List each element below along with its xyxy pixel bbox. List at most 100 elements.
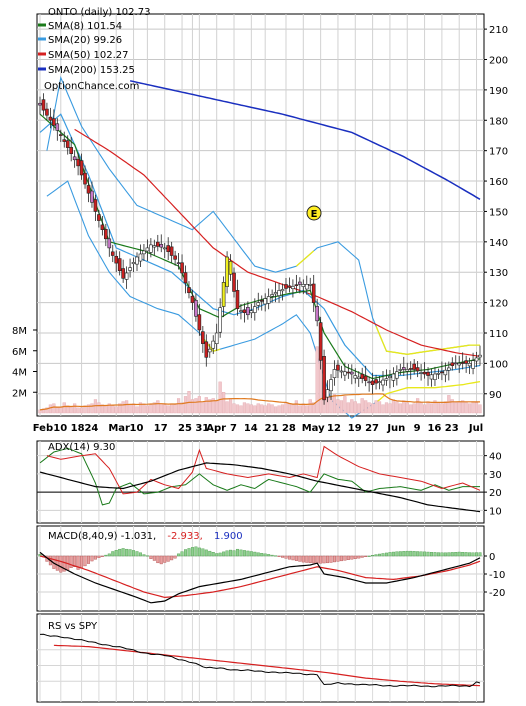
macd-histogram-bar: [229, 549, 233, 557]
candle-body: [180, 262, 184, 274]
candle-body: [135, 256, 139, 265]
macd-tick-label: 0: [489, 552, 495, 563]
candle-body: [169, 246, 174, 256]
macd-histogram-bar: [260, 553, 264, 557]
price-tick-label: 100: [489, 359, 508, 370]
volume-bar: [135, 406, 139, 414]
price-tick-label: 190: [489, 86, 508, 97]
price-panel: [36, 13, 485, 417]
candle-body: [460, 362, 465, 364]
candle-body: [353, 375, 358, 379]
candle-body: [277, 290, 281, 296]
candle-body: [228, 261, 233, 275]
macd-histogram-bar: [215, 553, 219, 557]
volume-bar: [218, 381, 222, 414]
volume-bar: [170, 403, 174, 414]
macd-histogram-bar: [263, 553, 267, 557]
volume-bar: [377, 401, 382, 414]
volume-bar: [353, 401, 357, 414]
candle-body: [187, 287, 191, 294]
x-axis-label: Apr: [206, 423, 226, 434]
candle-body: [79, 160, 84, 176]
x-axis-label: Jun: [386, 423, 405, 434]
x-axis-label: 17: [154, 423, 168, 434]
macd-histogram-bar: [357, 555, 361, 559]
bollinger-upper-squeeze-line-may: [295, 250, 315, 267]
candle-body: [173, 255, 177, 260]
macd-histogram-bar: [343, 555, 347, 561]
volume-bar: [409, 404, 413, 414]
volume-bar: [464, 402, 468, 414]
volume-bar: [454, 402, 458, 414]
rs-average-line: [53, 644, 481, 687]
candle-body: [214, 332, 219, 344]
candle-body: [69, 147, 73, 155]
volume-bar: [201, 401, 205, 414]
candle-body: [426, 371, 430, 376]
macd-histogram-bar: [391, 551, 395, 557]
macd-histogram-bar: [346, 555, 350, 560]
volume-bar: [381, 404, 385, 414]
volume-bar: [416, 398, 420, 414]
macd-histogram-bar: [225, 550, 229, 557]
price-y-axis: 90 100 110 120 130 140 150 160 170 180 190 200 210: [484, 25, 508, 401]
candle-body: [377, 381, 382, 383]
volume-bar: [343, 396, 347, 414]
x-axis-label: 25: [178, 423, 192, 434]
volume-bar: [270, 404, 274, 414]
x-axis-label: 16: [427, 423, 441, 434]
macd-histogram-bar: [360, 555, 364, 558]
candle-body: [291, 286, 295, 289]
legend-label-sma20: SMA(20) 99.26: [48, 35, 122, 46]
macd-histogram-bar: [301, 555, 305, 563]
candle-body: [464, 360, 468, 364]
macd-histogram-bar: [284, 555, 288, 559]
candle-body: [391, 373, 396, 381]
macd-histogram-bar: [107, 553, 111, 557]
volume-bar: [388, 403, 392, 414]
macd-panel: [36, 525, 485, 612]
macd-histogram-bar: [166, 555, 170, 562]
volume-bar: [398, 403, 402, 414]
volume-bar: [402, 400, 406, 414]
macd-histogram-bar: [59, 555, 63, 573]
volume-bar: [332, 394, 337, 414]
macd-histogram-bar: [253, 551, 257, 557]
macd-histogram-bar: [239, 549, 243, 557]
volume-bar: [336, 399, 340, 414]
macd-histogram-bar: [291, 555, 295, 561]
macd-histogram-bar: [270, 554, 274, 557]
earnings-marker[interactable]: E: [306, 205, 322, 221]
candle-body: [384, 378, 389, 381]
candle-body: [356, 376, 361, 379]
volume-bar: [253, 405, 257, 414]
macd-histogram-bar: [436, 552, 440, 557]
adx-lines: [39, 445, 481, 513]
candle-body: [408, 368, 413, 370]
macd-histogram-bar: [274, 555, 278, 557]
volume-bar: [412, 403, 416, 414]
volume-bar: [260, 404, 264, 414]
candle-body: [405, 369, 410, 372]
x-axis-label: 7: [230, 423, 237, 434]
macd-histogram-bar: [287, 555, 291, 560]
price-tick-label: 140: [489, 238, 508, 249]
macd-histogram-bar: [277, 555, 281, 557]
volume-bar: [450, 399, 454, 414]
x-axis-label: 10: [130, 423, 144, 434]
x-axis-label: Jul: [468, 423, 483, 434]
sma50-line: [74, 128, 481, 357]
rs-line: [39, 633, 481, 688]
macd-label-main: MACD(8,40,9) -1.031,: [48, 531, 156, 542]
macd-histogram-bar: [76, 555, 80, 570]
volume-bar: [111, 405, 115, 414]
volume-bar: [267, 403, 271, 414]
candle-body: [336, 364, 340, 371]
volume-bar: [159, 403, 163, 414]
volume-bar: [208, 399, 212, 414]
volume-bar: [76, 407, 80, 414]
candle-body: [41, 99, 46, 111]
candle-body: [363, 375, 368, 381]
rs-lines: [39, 633, 481, 688]
macd-histogram-bar: [242, 550, 246, 557]
